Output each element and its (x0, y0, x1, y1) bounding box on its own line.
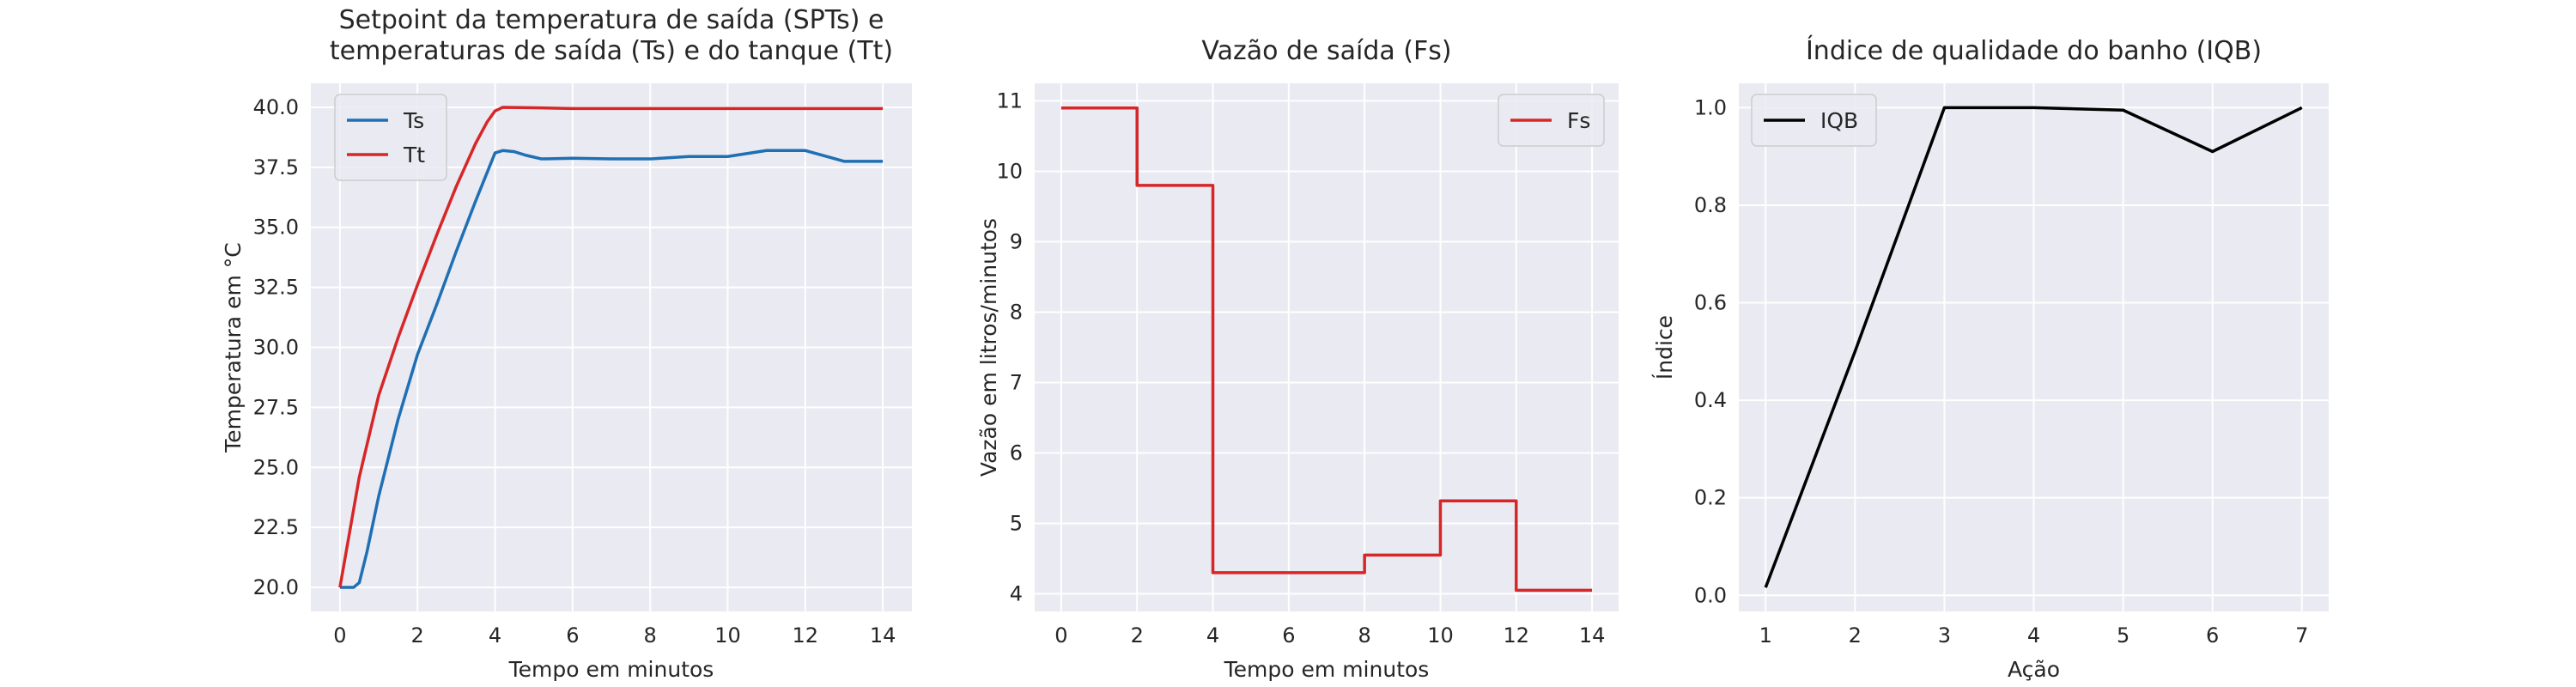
x-tick-label: 12 (793, 623, 819, 647)
y-axis-label: Índice (1652, 315, 1677, 380)
x-tick-label: 0 (333, 623, 346, 647)
chart-title: Setpoint da temperatura de saída (SPTs) … (339, 5, 884, 35)
y-tick-label: 35.0 (253, 216, 299, 240)
y-tick-label: 7 (1010, 371, 1023, 395)
y-tick-label: 1.0 (1694, 95, 1727, 119)
y-tick-label: 0.6 (1694, 291, 1727, 315)
y-tick-label: 9 (1010, 230, 1023, 254)
x-tick-label: 10 (1427, 623, 1454, 647)
y-tick-label: 32.5 (253, 276, 299, 300)
y-tick-label: 0.4 (1694, 388, 1727, 412)
plot-area (1035, 83, 1619, 611)
y-tick-label: 6 (1010, 441, 1023, 465)
x-tick-label: 4 (1206, 623, 1219, 647)
chart-panel-3: 1 2 3 4 5 6 7 0.0 0.2 0.4 0.6 0.8 1.0 Índice de quali… (1652, 35, 2329, 682)
y-tick-label: 0.8 (1694, 193, 1727, 217)
x-tick-label: 14 (870, 623, 896, 647)
y-tick-label: 30.0 (253, 336, 299, 360)
series-line-tt (338, 106, 884, 588)
x-tick-label: 2 (1849, 623, 1862, 647)
series-line-fs (1060, 106, 1593, 593)
series-line-iqb (1764, 106, 2303, 588)
x-tick-label: 12 (1504, 623, 1530, 647)
x-tick-label: 7 (2295, 623, 2308, 647)
y-tick-label: 4 (1010, 582, 1023, 606)
y-tick-label: 37.5 (253, 155, 299, 179)
series-line-ts (339, 149, 884, 589)
x-tick-label: 8 (644, 623, 657, 647)
y-axis-label: Temperatura em °C (221, 242, 246, 453)
chart-title: Índice de qualidade do banho (IQB) (1806, 35, 2262, 66)
x-tick-label: 4 (489, 623, 501, 647)
legend-box (1751, 94, 1877, 147)
x-tick-label: 5 (2117, 623, 2129, 647)
legend-label: Tt (403, 143, 425, 167)
x-tick-label: 10 (714, 623, 741, 647)
y-tick-label: 20.0 (253, 575, 299, 599)
chart-title: Vazão de saída (Fs) (1201, 36, 1451, 66)
y-tick-label: 27.5 (253, 395, 299, 419)
x-tick-label: 4 (2027, 623, 2040, 647)
y-tick-label: 40.0 (253, 95, 299, 119)
y-tick-label: 11 (996, 89, 1023, 113)
y-tick-label: 10 (996, 160, 1023, 184)
chart-panel-1: 0 2 4 6 8 10 12 14 20.0 22.5 25.0 27.5 30.0 32.5 35.0 3… (221, 5, 912, 682)
y-tick-label: 5 (1010, 512, 1023, 536)
y-tick-label: 22.5 (253, 515, 299, 539)
x-tick-label: 6 (566, 623, 579, 647)
legend: Ts Tt (334, 94, 447, 181)
x-axis-label: Tempo em minutos (508, 657, 714, 682)
x-axis-label: Tempo em minutos (1224, 657, 1430, 682)
legend-label: Fs (1567, 108, 1590, 133)
y-tick-label: 0.0 (1694, 583, 1727, 607)
x-tick-label: 2 (1131, 623, 1144, 647)
x-tick-label: 1 (1759, 623, 1772, 647)
legend-label: IQB (1820, 108, 1858, 133)
y-tick-label: 0.2 (1694, 486, 1727, 510)
chart-title: temperaturas de saída (Ts) e do tanque (… (330, 36, 893, 66)
y-axis-label: Vazão em litros/minutos (976, 218, 1001, 477)
y-tick-label: 25.0 (253, 455, 299, 479)
y-tick-label: 8 (1010, 301, 1023, 325)
legend-label: Ts (403, 108, 424, 133)
x-tick-label: 2 (411, 623, 424, 647)
legend: IQB (1751, 94, 1877, 147)
x-axis-label: Ação (2008, 657, 2060, 682)
x-tick-label: 6 (2206, 623, 2219, 647)
x-tick-label: 3 (1938, 623, 1951, 647)
x-tick-label: 6 (1282, 623, 1295, 647)
x-tick-label: 14 (1579, 623, 1606, 647)
legend: Fs (1498, 94, 1605, 147)
x-tick-label: 8 (1358, 623, 1371, 647)
x-tick-label: 0 (1054, 623, 1067, 647)
legend-box (334, 94, 447, 181)
chart-panel-2: 0 2 4 6 8 10 12 14 4 5 6 7 8 9 10 11 Vazão de saída (Fs)… (976, 36, 1619, 682)
